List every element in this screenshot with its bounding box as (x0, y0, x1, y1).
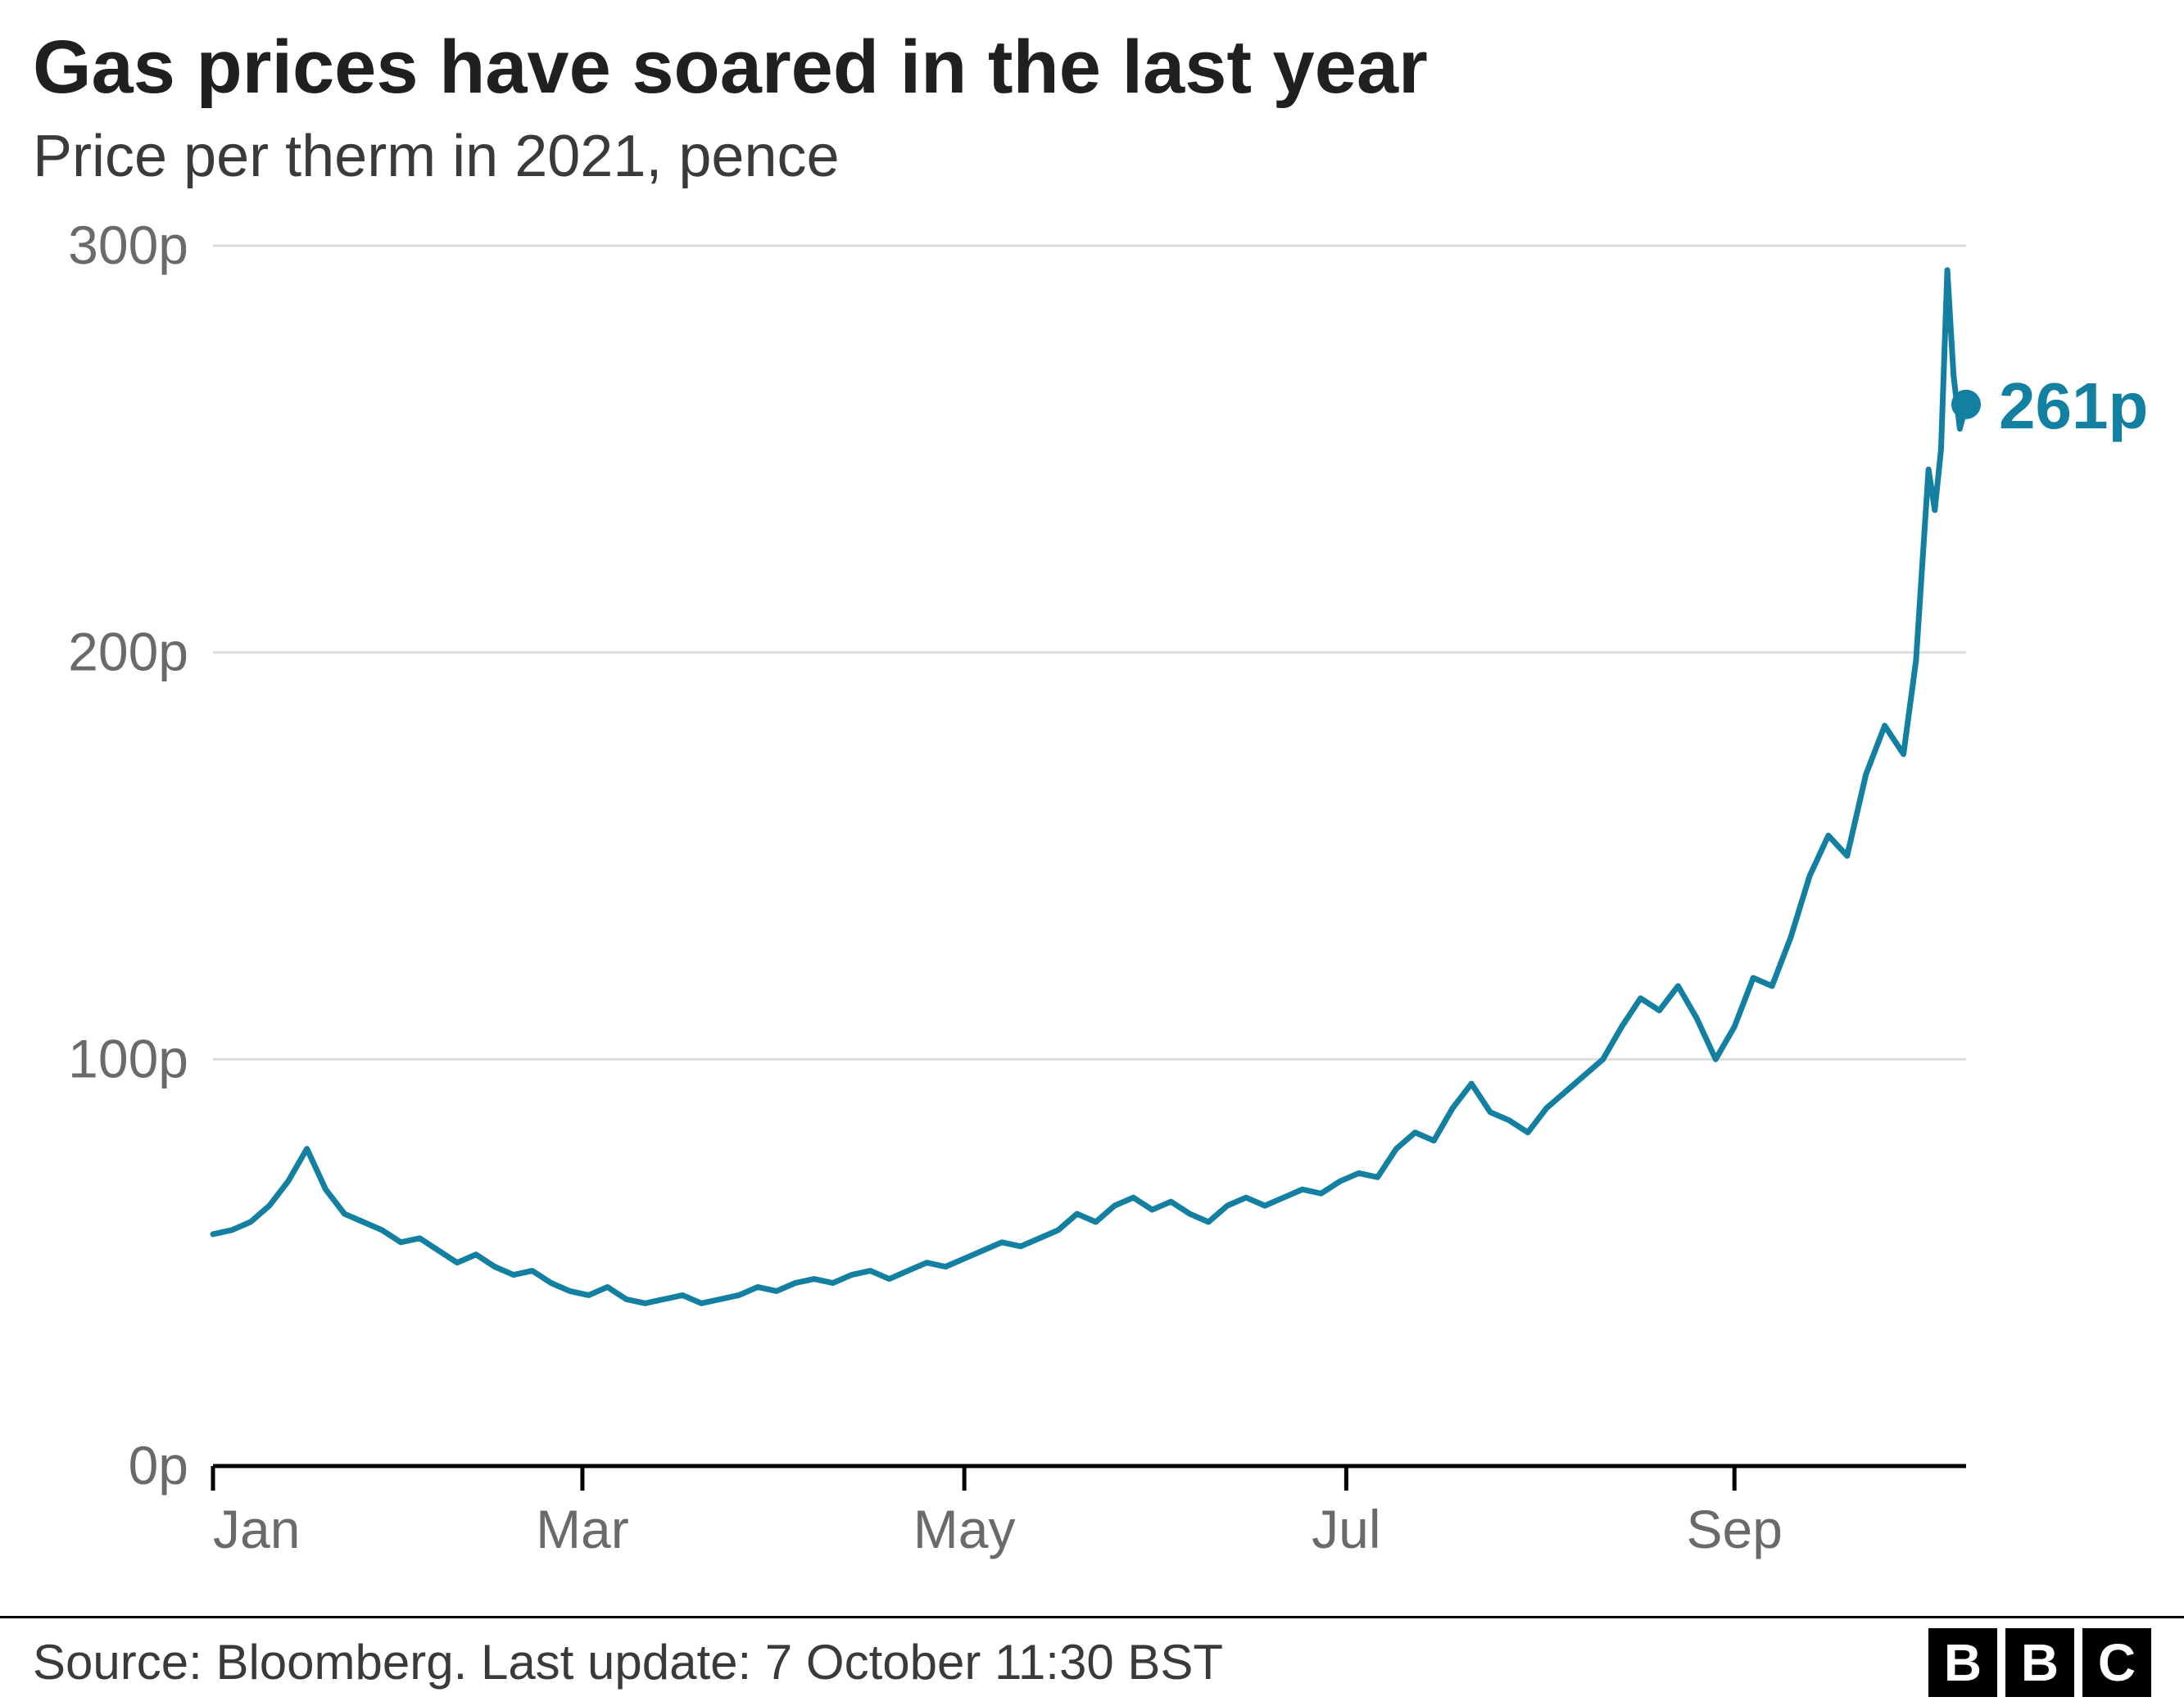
svg-text:300p: 300p (68, 215, 188, 275)
chart-subtitle: Price per therm in 2021, pence (33, 123, 840, 190)
svg-text:Sep: Sep (1686, 1499, 1782, 1559)
chart-container: Gas prices have soared in the last year … (0, 0, 2184, 1706)
svg-text:May: May (913, 1499, 1016, 1559)
bbc-logo-letter: C (2082, 1628, 2151, 1697)
footer-bar: Source: Bloomberg. Last update: 7 Octobe… (0, 1616, 2184, 1706)
svg-text:200p: 200p (68, 622, 188, 682)
chart-plot: 0p 100p 200p 300p Jan Mar May Jul Sep (0, 213, 2184, 1605)
svg-text:Jan: Jan (213, 1499, 300, 1559)
bbc-logo: B B C (1928, 1628, 2151, 1697)
svg-text:Mar: Mar (536, 1499, 629, 1559)
svg-text:0p: 0p (129, 1435, 188, 1496)
svg-text:100p: 100p (68, 1028, 188, 1088)
footer-source: Source: Bloomberg. Last update: 7 Octobe… (33, 1634, 1223, 1690)
bbc-logo-letter: B (1928, 1628, 1997, 1697)
end-value-label: 261p (1999, 369, 2148, 444)
svg-text:Jul: Jul (1312, 1499, 1380, 1559)
bbc-logo-letter: B (2005, 1628, 2074, 1697)
chart-title: Gas prices have soared in the last year (33, 25, 1428, 111)
